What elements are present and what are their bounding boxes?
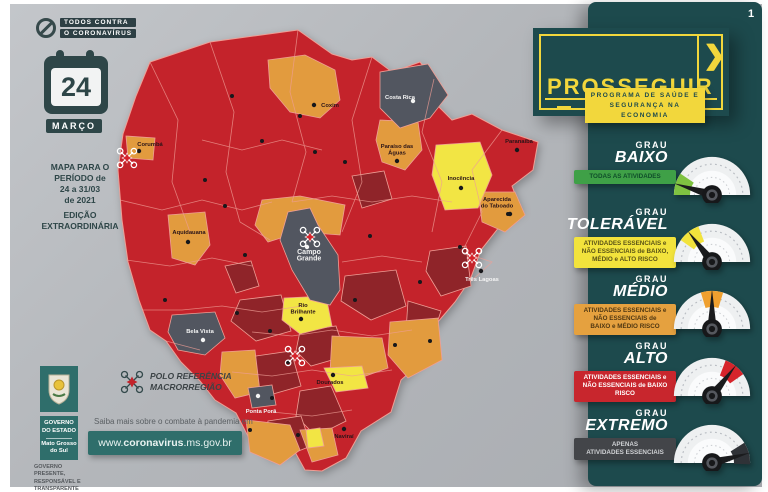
grade-prefix: GRAU (635, 207, 668, 217)
gauge-extremo (673, 424, 751, 473)
campaign-line2: O CORONAVÍRUS (60, 29, 137, 38)
gauge (668, 411, 756, 473)
no-virus-icon (36, 18, 56, 38)
government-block: GOVERNO DO ESTADO Mato Grosso do Sul (40, 416, 78, 460)
government-slogan: GOVERNO PRESENTE, RESPONSÁVEL E TRANSPAR… (34, 464, 81, 492)
campaign-logo: TODOS CONTRA O CORONAVÍRUS (36, 18, 137, 38)
grade-labels: GRAU TOLERÁVEL (566, 207, 668, 234)
grade-row-tolerável: GRAU TOLERÁVEL ATIVIDADES ESSENCIAIS e NÃO… (566, 207, 758, 272)
prosseguir-header: ❯ PROSSEGUIR PROGRAMA DE SAÚDE E SEGURAN… (533, 28, 729, 124)
program-subtitle: PROGRAMA DE SAÚDE E SEGURANÇA NA ECONOMI… (585, 88, 705, 124)
grade-row-baixo: GRAU BAIXO TODAS AS ATIVIDADES (566, 140, 758, 205)
grade-activities-bar: TODAS AS ATIVIDADES (574, 170, 676, 185)
gauge-alto (673, 357, 751, 406)
macro-region-legend: POLO REFERÊNCIA MACRORREGIÃO (120, 370, 232, 394)
grade-labels: GRAU EXTREMO (566, 408, 668, 435)
page-number: 1 (748, 8, 755, 20)
grade-activities-bar: APENAS ATIVIDADES ESSENCIAIS (574, 438, 676, 461)
gauge (668, 210, 756, 272)
macro-region-label: POLO REFERÊNCIA MACRORREGIÃO (150, 370, 232, 392)
calendar-body: 24 (44, 56, 108, 114)
grade-prefix: GRAU (635, 341, 668, 351)
grade-labels: GRAU BAIXO (566, 140, 668, 167)
grade-activities-bar: ATIVIDADES ESSENCIAIS e NÃO ESSENCIAIS d… (574, 304, 676, 335)
calendar-day: 24 (51, 68, 101, 106)
grade-name: TOLERÁVEL (566, 216, 668, 234)
grade-activities-bar: ATIVIDADES ESSENCIAIS e NÃO ESSENCIAIS d… (574, 237, 676, 268)
grade-name: BAIXO (614, 149, 668, 167)
campaign-line1: TODOS CONTRA (60, 18, 137, 27)
gauge-médio (673, 289, 751, 339)
chevron-right-icon: ❯ (703, 40, 725, 70)
gauge (668, 277, 756, 339)
grade-activities-bar: ATIVIDADES ESSENCIAIS e NÃO ESSENCIAIS d… (574, 371, 676, 402)
grade-row-extremo: GRAU EXTREMO APENAS ATIVIDADES ESSENCIAIS (566, 408, 758, 473)
coat-of-arms-icon (48, 374, 70, 405)
grade-labels: GRAU ALTO (566, 341, 668, 368)
gauge-baixo (673, 156, 751, 205)
government-name: GOVERNO DO ESTADO (41, 419, 77, 434)
grade-prefix: GRAU (635, 408, 668, 418)
grade-row-alto: GRAU ALTO ATIVIDADES ESSENCIAIS e NÃO ESSE… (566, 341, 758, 406)
map-period-text: MAPA PARA O PERÍODO de 24 a 31/03 de 202… (50, 162, 110, 206)
grade-row-médio: GRAU MÉDIO ATIVIDADES ESSENCIAIS e NÃO ESS… (566, 274, 758, 339)
grade-name: MÉDIO (613, 283, 668, 301)
government-state: Mato Grosso do Sul (41, 440, 77, 455)
state-coat-of-arms (40, 366, 78, 412)
gauge (668, 344, 756, 406)
url-bold: coronavirus (123, 437, 184, 449)
coronavirus-url-link[interactable]: www.coronavirus.ms.gov.br (88, 431, 242, 455)
calendar: 24 MARÇO (44, 50, 108, 133)
gauge (668, 143, 756, 205)
gauge-tolerável (673, 223, 751, 272)
map-edition-text: EDIÇÃO EXTRAORDINÁRIA (41, 210, 119, 232)
grade-name: EXTREMO (585, 417, 668, 435)
url-suffix: .ms.gov.br (183, 437, 232, 449)
grade-name: ALTO (623, 350, 668, 368)
calendar-month: MARÇO (46, 119, 102, 133)
macro-region-icon (120, 370, 144, 394)
grade-prefix: GRAU (635, 140, 668, 150)
title-dash (557, 106, 571, 109)
url-prefix: www. (98, 437, 124, 449)
grade-labels: GRAU MÉDIO (566, 274, 668, 301)
grade-prefix: GRAU (635, 274, 668, 284)
footer-info-text: Saiba mais sobre o combate à pandemia em (94, 417, 253, 426)
divider (46, 437, 72, 439)
header-divider (697, 36, 699, 108)
